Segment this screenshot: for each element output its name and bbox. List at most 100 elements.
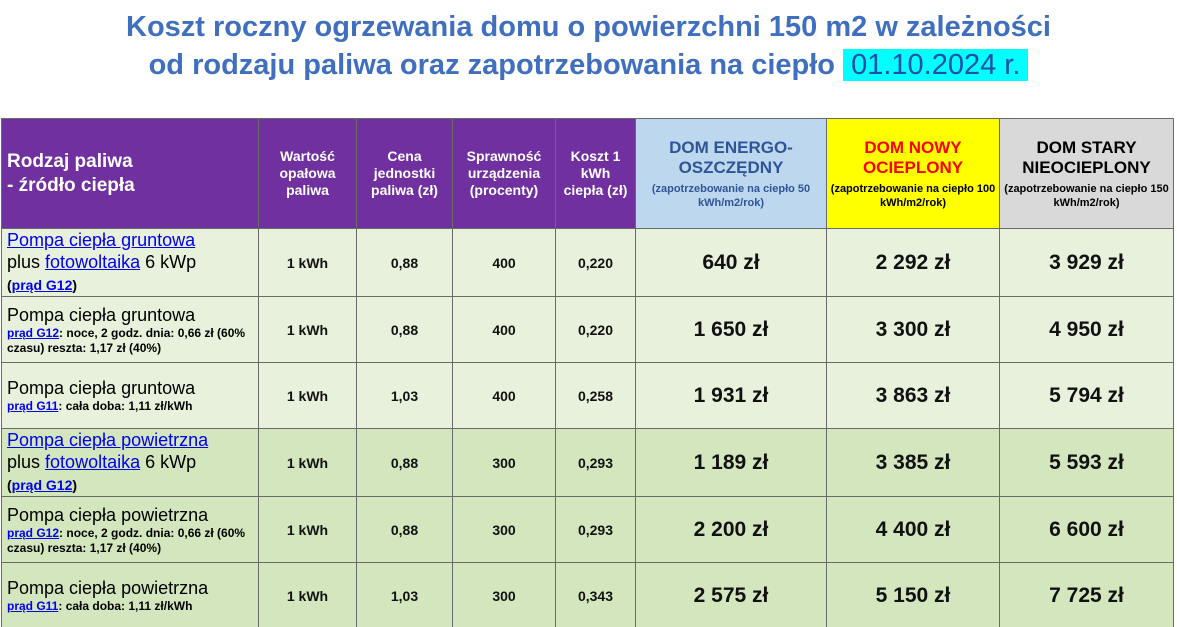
energo-cost-cell: 1 650 zł <box>635 296 827 363</box>
pv-link[interactable]: fotowoltaika <box>45 452 141 472</box>
fuel-name: Pompa ciepła powietrzna <box>7 504 209 525</box>
fuel-link[interactable]: Pompa ciepła powietrzna <box>7 430 209 450</box>
value-cell: 1 kWh <box>258 228 357 297</box>
nowy-cost-cell: 2 292 zł <box>826 228 1000 297</box>
price-cell: 1,03 <box>356 362 453 429</box>
nowy-cost-cell: 4 400 zł <box>826 496 1000 563</box>
header-nowy-note: (zapotrzebowanie na ciepło 100 kWh/m2/ro… <box>830 182 996 209</box>
efficiency-cell: 300 <box>452 428 556 497</box>
value-cell: 1 kWh <box>258 562 357 627</box>
price-cell: 0,88 <box>356 228 453 297</box>
stary-cost-cell: 7 725 zł <box>999 562 1174 627</box>
plus-text: plus <box>7 452 41 472</box>
stary-cost-cell: 5 593 zł <box>999 428 1174 497</box>
kwh-cost-cell: 0,258 <box>555 362 636 429</box>
kwh-cost-cell: 0,293 <box>555 496 636 563</box>
header-row: Rodzaj paliwa - źródło ciepła Wartość op… <box>1 118 1174 229</box>
fuel-cell: Pompa ciepła powietrzna prąd G11: cała d… <box>1 562 259 627</box>
kwh-cost-cell: 0,220 <box>555 296 636 363</box>
header-energo: DOM ENERGO-OSZCZĘDNY (zapotrzebowanie na… <box>635 118 827 229</box>
fuel-name: Pompa ciepła gruntowa <box>7 304 196 325</box>
header-energo-title: DOM ENERGO-OSZCZĘDNY <box>669 137 793 177</box>
tariff-note-text: : cała doba: 1,11 zł/kWh <box>58 599 193 613</box>
tariff-link[interactable]: prąd G11 <box>7 399 59 413</box>
price-cell: 0,88 <box>356 428 453 497</box>
cost-table: Rodzaj paliwa - źródło ciepła Wartość op… <box>1 118 1174 627</box>
tariff-link[interactable]: prąd G12 <box>11 277 73 293</box>
value-cell: 1 kWh <box>258 362 357 429</box>
energo-cost-cell: 2 575 zł <box>635 562 827 627</box>
table-row: Pompa ciepła powietrzna plus fotowoltaik… <box>1 428 1174 497</box>
header-stary-title: DOM STARY NIEOCIEPLONY <box>1022 137 1151 177</box>
title-line-2-text: od rodzaju paliwa oraz zapotrzebowania n… <box>148 49 836 81</box>
pv-power: 6 kWp <box>145 452 197 472</box>
price-cell: 0,88 <box>356 296 453 363</box>
nowy-cost-cell: 3 385 zł <box>826 428 1000 497</box>
efficiency-cell: 400 <box>452 296 556 363</box>
header-fuel: Rodzaj paliwa - źródło ciepła <box>1 118 259 229</box>
efficiency-cell: 400 <box>452 362 556 429</box>
header-fuel-line-1: Rodzaj paliwa <box>7 150 133 172</box>
price-cell: 1,03 <box>356 562 453 627</box>
header-nowy-title: DOM NOWY OCIEPLONY <box>862 137 964 177</box>
nowy-cost-cell: 3 863 zł <box>826 362 1000 429</box>
kwh-cost-cell: 0,293 <box>555 428 636 497</box>
header-stary-note: (zapotrzebowanie na ciepło 150 kWh/m2/ro… <box>1004 182 1169 209</box>
kwh-cost-cell: 0,220 <box>555 228 636 297</box>
pv-power: 6 kWp <box>145 252 197 272</box>
tariff-link[interactable]: prąd G11 <box>7 599 59 613</box>
nowy-cost-cell: 5 150 zł <box>826 562 1000 627</box>
energo-cost-cell: 1 931 zł <box>635 362 827 429</box>
title-line-2: od rodzaju paliwa oraz zapotrzebowania n… <box>0 46 1177 84</box>
page-title: Koszt roczny ogrzewania domu o powierzch… <box>0 8 1177 84</box>
header-energo-note: (zapotrzebowanie na ciepło 50 kWh/m2/rok… <box>651 182 811 209</box>
header-kwh-cost: Koszt 1 kWh ciepła (zł) <box>555 118 636 229</box>
stary-cost-cell: 3 929 zł <box>999 228 1174 297</box>
tariff-note: prąd G11: cała doba: 1,11 zł/kWh <box>7 599 258 614</box>
header-efficiency: Sprawność urządzenia (procenty) <box>452 118 556 229</box>
header-price: Cena jednostki paliwa (zł) <box>356 118 453 229</box>
table-row: Pompa ciepła gruntowa plus fotowoltaika … <box>1 228 1174 297</box>
fuel-link[interactable]: Pompa ciepła gruntowa <box>7 230 196 250</box>
value-cell: 1 kWh <box>258 428 357 497</box>
tariff-note: prąd G12: noce, 2 godz. dnia: 0,66 zł (6… <box>7 326 258 356</box>
stary-cost-cell: 5 794 zł <box>999 362 1174 429</box>
tariff-note-text: : cała doba: 1,11 zł/kWh <box>58 399 193 413</box>
efficiency-cell: 300 <box>452 496 556 563</box>
fuel-cell: Pompa ciepła gruntowa prąd G12: noce, 2 … <box>1 296 259 363</box>
fuel-cell: Pompa ciepła gruntowa plus fotowoltaika … <box>1 228 259 297</box>
nowy-cost-cell: 3 300 zł <box>826 296 1000 363</box>
tariff-note: prąd G12: noce, 2 godz. dnia: 0,66 zł (6… <box>7 526 258 556</box>
stary-cost-cell: 6 600 zł <box>999 496 1174 563</box>
tariff-link[interactable]: prąd G12 <box>7 525 60 540</box>
table-row: Pompa ciepła powietrzna prąd G12: noce, … <box>1 496 1174 563</box>
energo-cost-cell: 640 zł <box>635 228 827 297</box>
tariff-link[interactable]: prąd G12 <box>11 477 73 493</box>
fuel-cell: Pompa ciepła powietrzna plus fotowoltaik… <box>1 428 259 497</box>
header-value: Wartość opałowa paliwa <box>258 118 357 229</box>
fuel-cell: Pompa ciepła gruntowa prąd G11: cała dob… <box>1 362 259 429</box>
value-cell: 1 kWh <box>258 496 357 563</box>
fuel-name: Pompa ciepła gruntowa <box>7 378 196 398</box>
table-row: Pompa ciepła gruntowa prąd G11: cała dob… <box>1 362 1174 429</box>
energo-cost-cell: 2 200 zł <box>635 496 827 563</box>
energo-cost-cell: 1 189 zł <box>635 428 827 497</box>
header-nowy: DOM NOWY OCIEPLONY (zapotrzebowanie na c… <box>826 118 1000 229</box>
tariff-link[interactable]: prąd G12 <box>7 325 60 340</box>
kwh-cost-cell: 0,343 <box>555 562 636 627</box>
plus-text: plus <box>7 252 41 272</box>
price-cell: 0,88 <box>356 496 453 563</box>
pv-link[interactable]: fotowoltaika <box>45 252 141 272</box>
value-cell: 1 kWh <box>258 296 357 363</box>
table-row: Pompa ciepła gruntowa prąd G12: noce, 2 … <box>1 296 1174 363</box>
header-fuel-line-2: - źródło ciepła <box>7 174 135 196</box>
fuel-cell: Pompa ciepła powietrzna prąd G12: noce, … <box>1 496 259 563</box>
tariff-note-text: : noce, 2 godz. dnia: 0,66 zł (60% czasu… <box>7 325 246 355</box>
table-row: Pompa ciepła powietrzna prąd G11: cała d… <box>1 562 1174 627</box>
header-stary: DOM STARY NIEOCIEPLONY (zapotrzebowanie … <box>999 118 1174 229</box>
tariff-note-text: : noce, 2 godz. dnia: 0,66 zł (60% czasu… <box>7 525 246 555</box>
fuel-name: Pompa ciepła powietrzna <box>7 578 209 598</box>
tariff-note: prąd G11: cała doba: 1,11 zł/kWh <box>7 399 258 414</box>
stary-cost-cell: 4 950 zł <box>999 296 1174 363</box>
title-line-1: Koszt roczny ogrzewania domu o powierzch… <box>126 11 1051 43</box>
